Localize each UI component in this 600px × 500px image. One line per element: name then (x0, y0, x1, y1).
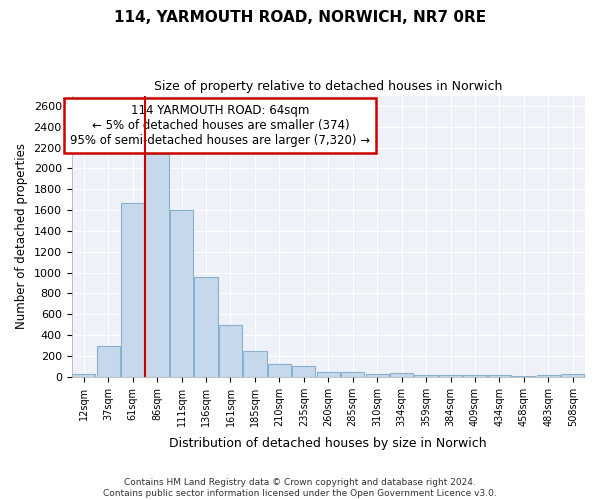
Bar (561, 374, 584, 377)
Text: 114 YARMOUTH ROAD: 64sqm
← 5% of detached houses are smaller (374)
95% of semi-d: 114 YARMOUTH ROAD: 64sqm ← 5% of detache… (70, 104, 370, 147)
Text: 114, YARMOUTH ROAD, NORWICH, NR7 0RE: 114, YARMOUTH ROAD, NORWICH, NR7 0RE (114, 10, 486, 25)
Bar (72, 374, 95, 377)
Bar (268, 364, 291, 377)
Bar (97, 346, 120, 377)
Y-axis label: Number of detached properties: Number of detached properties (15, 143, 28, 329)
Bar (439, 374, 462, 377)
Title: Size of property relative to detached houses in Norwich: Size of property relative to detached ho… (154, 80, 502, 93)
Bar (121, 203, 144, 377)
X-axis label: Distribution of detached houses by size in Norwich: Distribution of detached houses by size … (169, 437, 487, 450)
Bar (145, 154, 169, 377)
Bar (341, 372, 364, 377)
Bar (194, 277, 218, 377)
Bar (365, 374, 389, 377)
Bar (390, 373, 413, 377)
Bar (488, 374, 511, 377)
Bar (317, 372, 340, 377)
Bar (463, 374, 487, 377)
Bar (415, 374, 437, 377)
Bar (292, 366, 316, 377)
Bar (537, 374, 560, 377)
Bar (243, 351, 266, 377)
Bar (512, 376, 535, 377)
Text: Contains HM Land Registry data © Crown copyright and database right 2024.
Contai: Contains HM Land Registry data © Crown c… (103, 478, 497, 498)
Bar (219, 324, 242, 377)
Bar (170, 210, 193, 377)
